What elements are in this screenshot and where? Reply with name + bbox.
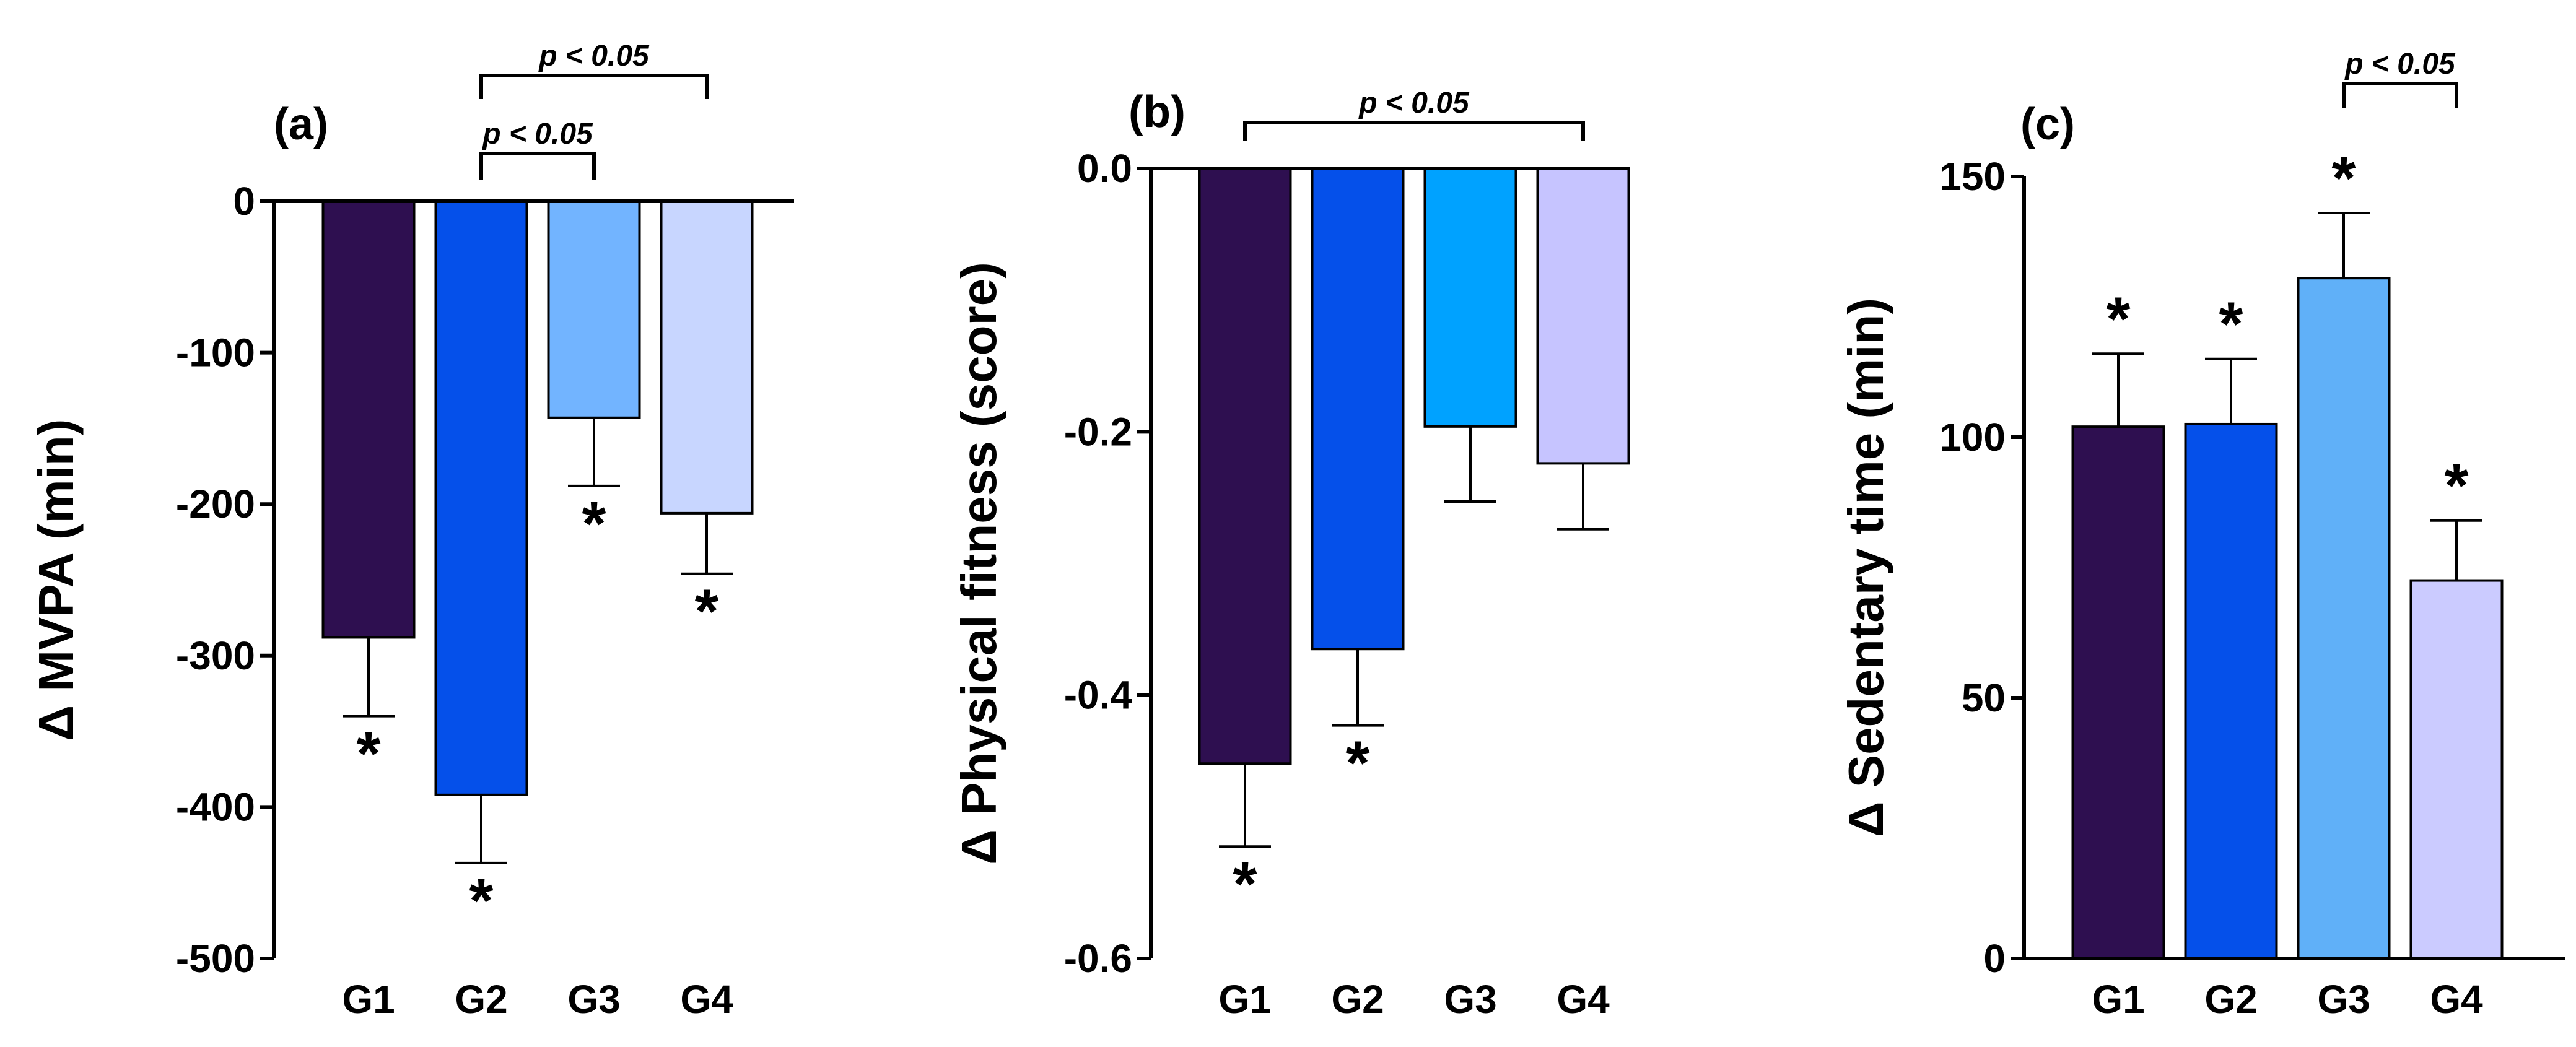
x-category-label: G4 [1557, 977, 1610, 1022]
panel-a: (a) Δ MVPA (min) 0 -100 -200 -300 -400 -500 * G1 *… [28, 40, 794, 1022]
x-category-label: G1 [2092, 977, 2144, 1022]
x-category-label: G4 [680, 977, 733, 1022]
panel-c: (c) Δ Sedentary time (min) 0 50 100 150 * G1 * G2… [1838, 48, 2565, 1022]
comparison-bracket [2342, 82, 2458, 108]
comparison-bracket [479, 74, 709, 99]
bar [321, 200, 416, 639]
x-category-label: G3 [567, 977, 620, 1022]
x-category-label: G3 [2317, 977, 2370, 1022]
comparison-p-value: p < 0.05 [481, 118, 593, 150]
comparison-p-value: p < 0.05 [1358, 87, 1470, 119]
significance-star: * [2219, 290, 2243, 359]
significance-star: * [1233, 849, 1257, 919]
bar [2409, 579, 2504, 960]
comparison-bracket [1243, 121, 1585, 141]
significance-star: * [1346, 729, 1370, 798]
x-category-label: G1 [1218, 977, 1271, 1022]
comparison-p-value: p < 0.05 [538, 40, 650, 72]
x-category-label: G3 [1444, 977, 1496, 1022]
x-category-label: G1 [342, 977, 395, 1022]
significance-star: * [695, 577, 719, 646]
bar [2184, 422, 2278, 960]
y-tick-label: -300 [176, 633, 255, 678]
x-category-label: G4 [2430, 977, 2483, 1022]
y-tick-label: -0.6 [1064, 936, 1132, 981]
x-category-label: G2 [455, 977, 507, 1022]
significance-star: * [2332, 144, 2356, 213]
bar [547, 200, 641, 419]
y-axis-title: Δ MVPA (min) [28, 419, 84, 741]
y-tick-label: -200 [176, 482, 255, 526]
y-tick-label: 50 [1962, 676, 2006, 720]
y-tick-label: 0 [1983, 936, 2006, 981]
bar [1311, 167, 1405, 651]
bar [2297, 277, 2391, 960]
significance-star: * [469, 866, 494, 936]
panel-b: (b) Δ Physical fitness (score) 0.0 -0.2 -0.4… [951, 87, 1630, 1022]
panel-label: (a) [274, 100, 328, 149]
y-axis-title: Δ Sedentary time (min) [1838, 298, 1893, 837]
x-category-label: G2 [2204, 977, 2257, 1022]
bar [1536, 167, 1630, 465]
y-tick-label: 150 [1939, 154, 2006, 199]
y-tick-label: -400 [176, 784, 255, 829]
bar [1198, 167, 1292, 765]
y-tick-label: -500 [176, 936, 255, 981]
significance-star: * [582, 489, 606, 558]
bar [1423, 167, 1517, 428]
x-category-label: G2 [1331, 977, 1384, 1022]
y-tick-label: 0 [233, 179, 255, 224]
bar [434, 200, 528, 796]
comparison-p-value: p < 0.05 [2344, 48, 2456, 80]
y-tick-label: 100 [1939, 415, 2006, 459]
significance-star: * [2445, 451, 2469, 521]
y-tick-label: -0.2 [1064, 409, 1132, 454]
comparison-bracket [479, 152, 596, 180]
y-tick-label: -100 [176, 331, 255, 375]
significance-star: * [2107, 284, 2131, 354]
panel-label: (c) [2020, 100, 2075, 149]
panel-label: (b) [1129, 87, 1185, 137]
significance-star: * [357, 719, 381, 789]
bar [2071, 425, 2165, 960]
y-tick-label: -0.4 [1064, 673, 1133, 718]
bar [660, 200, 754, 515]
y-axis-title: Δ Physical fitness (score) [951, 262, 1006, 864]
y-tick-label: 0.0 [1077, 146, 1132, 191]
